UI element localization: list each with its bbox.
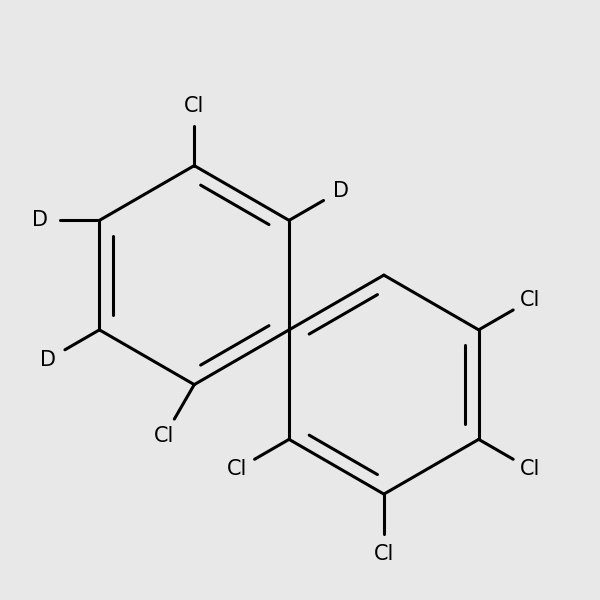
Text: D: D [333, 181, 349, 200]
Text: Cl: Cl [184, 96, 205, 116]
Text: D: D [32, 211, 47, 230]
Text: D: D [40, 350, 56, 370]
Text: Cl: Cl [520, 290, 541, 310]
Text: Cl: Cl [520, 459, 541, 479]
Text: Cl: Cl [227, 459, 248, 479]
Text: Cl: Cl [154, 427, 175, 446]
Text: Cl: Cl [374, 544, 394, 564]
